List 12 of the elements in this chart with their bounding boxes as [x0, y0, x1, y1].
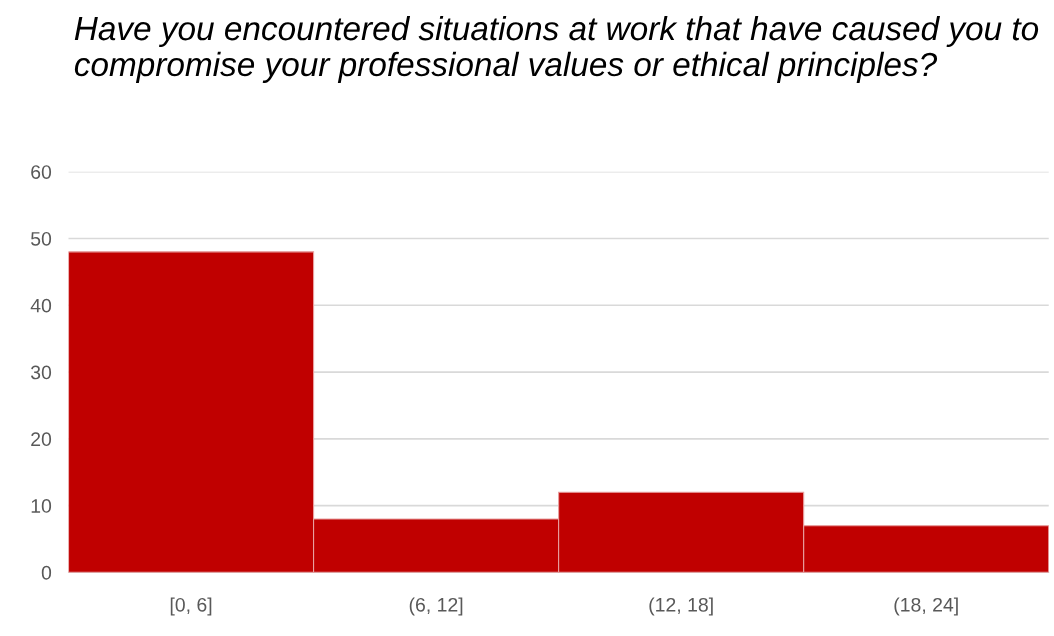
y-tick-label: 50 — [31, 231, 52, 246]
y-tick-label: 60 — [31, 165, 52, 179]
x-tick-label: (18, 24] — [894, 597, 958, 616]
y-tick-label: 40 — [30, 298, 52, 313]
y-tick-label: 30 — [30, 365, 52, 380]
y-tick-label: 10 — [31, 499, 52, 513]
y-tick-label: 20 — [31, 432, 52, 447]
x-tick-label: [0, 6] — [170, 597, 212, 616]
y-tick-label: 0 — [41, 565, 52, 580]
x-tick-label: (6, 12] — [409, 597, 463, 616]
x-tick-label: (12, 18] — [649, 597, 713, 616]
chart-title: Have you encountered situations at work that have caused you to compromise your professional values or ethical principles? — [74, 15, 1039, 83]
